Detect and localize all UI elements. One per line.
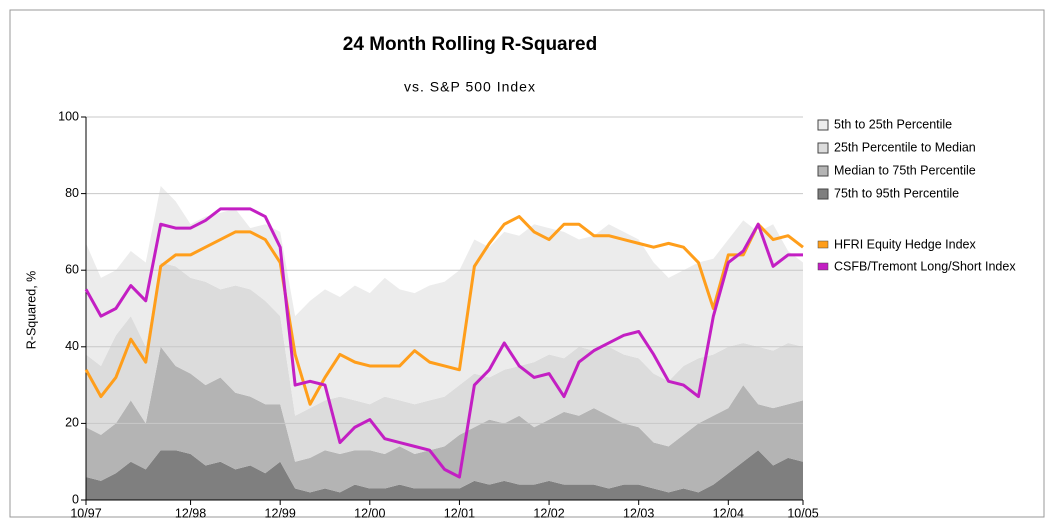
chart-subtitle: vs. S&P 500 Index — [404, 79, 536, 95]
y-tick-label: 80 — [65, 186, 79, 200]
legend-swatch — [817, 142, 829, 154]
legend-label: HFRI Equity Hedge Index — [834, 237, 976, 251]
x-tick-label: 12/03 — [623, 506, 654, 520]
x-tick-label: 12/04 — [713, 506, 744, 520]
y-axis-label: R-Squared, % — [24, 271, 38, 350]
index-line — [84, 207, 803, 479]
y-tick-label: 60 — [65, 262, 79, 276]
x-tick-label: 12/01 — [444, 506, 475, 520]
percentile-band — [86, 450, 803, 500]
percentile-band — [86, 346, 803, 493]
x-tick-label: 12/99 — [265, 506, 296, 520]
legend-swatch — [817, 119, 829, 131]
y-tick-label: 100 — [58, 109, 79, 123]
percentile-band — [86, 185, 803, 416]
legend-swatch — [817, 262, 829, 271]
legend-label: 75th to 95th Percentile — [834, 186, 959, 200]
x-tick-label: 12/00 — [354, 506, 385, 520]
x-tick-label: 10/05 — [787, 506, 818, 520]
legend-label: 5th to 25th Percentile — [834, 117, 952, 131]
y-tick-label: 20 — [65, 416, 79, 430]
legend-label: 25th Percentile to Median — [834, 140, 976, 154]
legend-swatch — [817, 165, 829, 177]
x-tick-label: 12/98 — [175, 506, 206, 520]
legend-swatch — [817, 240, 829, 249]
x-tick-label: 10/97 — [70, 506, 101, 520]
legend-swatch — [817, 188, 829, 200]
index-line — [84, 215, 804, 406]
x-tick-label: 12/02 — [533, 506, 564, 520]
y-tick-label: 40 — [65, 339, 79, 353]
y-tick-label: 0 — [72, 492, 79, 506]
chart-title: 24 Month Rolling R-Squared — [343, 34, 597, 55]
legend-label: CSFB/Tremont Long/Short Index — [834, 259, 1016, 273]
percentile-band — [86, 262, 803, 462]
legend-label: Median to 75th Percentile — [834, 163, 976, 177]
